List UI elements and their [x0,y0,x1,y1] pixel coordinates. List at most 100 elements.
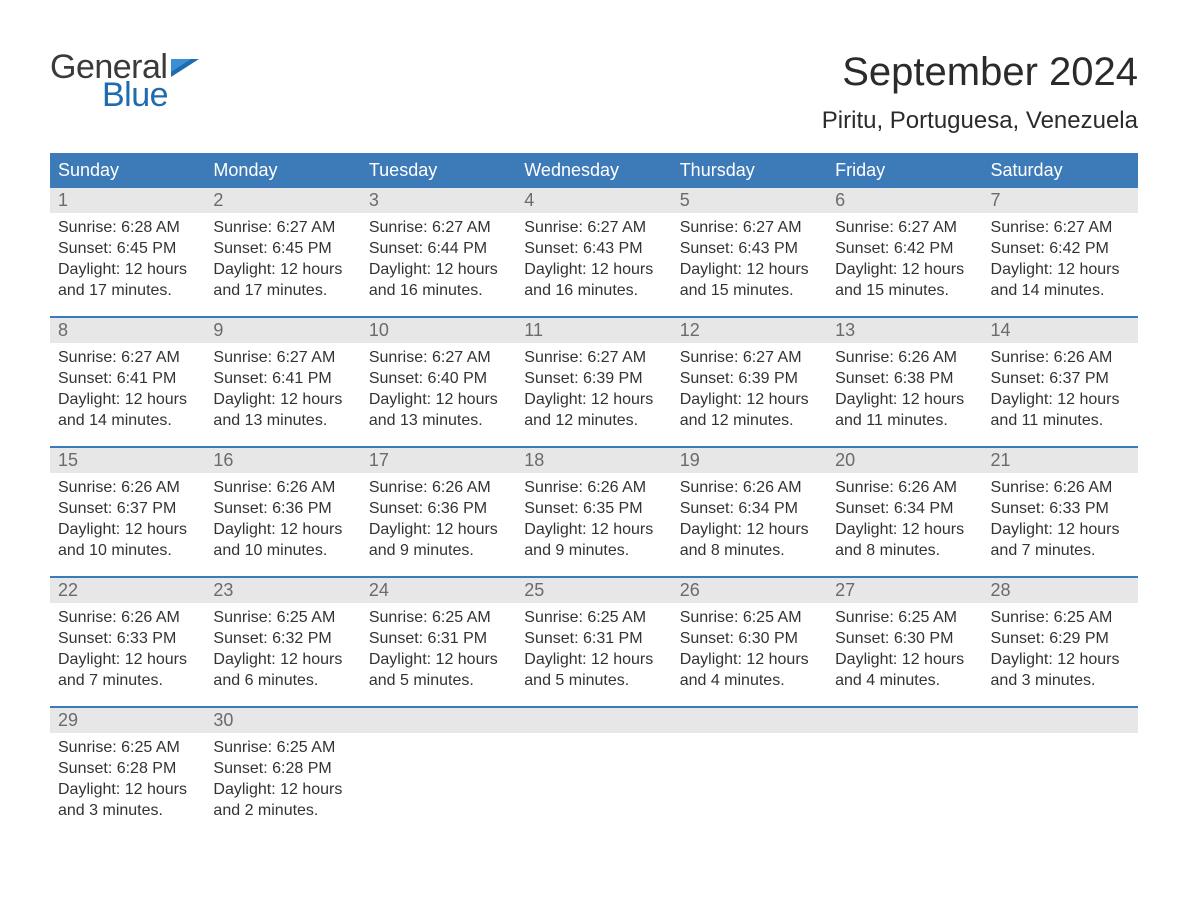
day-number: 2 [205,188,360,213]
sunset-text: Sunset: 6:36 PM [213,498,352,519]
daylight-text-2: and 5 minutes. [524,670,663,691]
day-body: Sunrise: 6:26 AMSunset: 6:37 PMDaylight:… [983,343,1138,433]
day-body: Sunrise: 6:26 AMSunset: 6:36 PMDaylight:… [361,473,516,563]
day-number: 1 [50,188,205,213]
week-row: 29Sunrise: 6:25 AMSunset: 6:28 PMDayligh… [50,706,1138,836]
sunrise-text: Sunrise: 6:26 AM [524,477,663,498]
day-body: Sunrise: 6:26 AMSunset: 6:34 PMDaylight:… [827,473,982,563]
day-body: Sunrise: 6:27 AMSunset: 6:45 PMDaylight:… [205,213,360,303]
day-body: Sunrise: 6:26 AMSunset: 6:38 PMDaylight:… [827,343,982,433]
day-cell [672,708,827,836]
daylight-text-2: and 3 minutes. [58,800,197,821]
day-body: Sunrise: 6:25 AMSunset: 6:31 PMDaylight:… [361,603,516,693]
day-cell: 14Sunrise: 6:26 AMSunset: 6:37 PMDayligh… [983,318,1138,446]
daylight-text-2: and 14 minutes. [991,280,1130,301]
day-cell: 27Sunrise: 6:25 AMSunset: 6:30 PMDayligh… [827,578,982,706]
sunset-text: Sunset: 6:28 PM [58,758,197,779]
day-cell: 23Sunrise: 6:25 AMSunset: 6:32 PMDayligh… [205,578,360,706]
daylight-text-1: Daylight: 12 hours [369,649,508,670]
daylight-text-1: Daylight: 12 hours [680,259,819,280]
weekday-header: Saturday [983,153,1138,188]
day-cell: 24Sunrise: 6:25 AMSunset: 6:31 PMDayligh… [361,578,516,706]
sunrise-text: Sunrise: 6:26 AM [835,347,974,368]
day-number: 7 [983,188,1138,213]
daylight-text-1: Daylight: 12 hours [991,259,1130,280]
day-cell: 25Sunrise: 6:25 AMSunset: 6:31 PMDayligh… [516,578,671,706]
daylight-text-2: and 13 minutes. [213,410,352,431]
day-cell: 5Sunrise: 6:27 AMSunset: 6:43 PMDaylight… [672,188,827,316]
daylight-text-1: Daylight: 12 hours [835,519,974,540]
day-body: Sunrise: 6:27 AMSunset: 6:40 PMDaylight:… [361,343,516,433]
day-body: Sunrise: 6:28 AMSunset: 6:45 PMDaylight:… [50,213,205,303]
daylight-text-1: Daylight: 12 hours [58,779,197,800]
day-number: 12 [672,318,827,343]
daylight-text-1: Daylight: 12 hours [680,649,819,670]
sunrise-text: Sunrise: 6:27 AM [524,347,663,368]
day-cell: 26Sunrise: 6:25 AMSunset: 6:30 PMDayligh… [672,578,827,706]
day-body: Sunrise: 6:25 AMSunset: 6:30 PMDaylight:… [672,603,827,693]
daylight-text-1: Daylight: 12 hours [58,389,197,410]
daylight-text-2: and 16 minutes. [369,280,508,301]
weekday-header: Monday [205,153,360,188]
day-cell: 4Sunrise: 6:27 AMSunset: 6:43 PMDaylight… [516,188,671,316]
sunset-text: Sunset: 6:45 PM [213,238,352,259]
day-number: 10 [361,318,516,343]
daylight-text-2: and 10 minutes. [58,540,197,561]
day-cell: 10Sunrise: 6:27 AMSunset: 6:40 PMDayligh… [361,318,516,446]
day-cell: 17Sunrise: 6:26 AMSunset: 6:36 PMDayligh… [361,448,516,576]
daylight-text-2: and 2 minutes. [213,800,352,821]
daylight-text-1: Daylight: 12 hours [213,389,352,410]
day-cell: 1Sunrise: 6:28 AMSunset: 6:45 PMDaylight… [50,188,205,316]
sunrise-text: Sunrise: 6:27 AM [58,347,197,368]
day-body: Sunrise: 6:25 AMSunset: 6:28 PMDaylight:… [205,733,360,823]
daylight-text-2: and 4 minutes. [680,670,819,691]
daylight-text-1: Daylight: 12 hours [58,259,197,280]
day-number: 30 [205,708,360,733]
sunrise-text: Sunrise: 6:27 AM [524,217,663,238]
daylight-text-1: Daylight: 12 hours [58,519,197,540]
sunrise-text: Sunrise: 6:25 AM [213,607,352,628]
sunset-text: Sunset: 6:37 PM [991,368,1130,389]
sunrise-text: Sunrise: 6:26 AM [58,607,197,628]
sunset-text: Sunset: 6:34 PM [680,498,819,519]
day-cell: 19Sunrise: 6:26 AMSunset: 6:34 PMDayligh… [672,448,827,576]
sunrise-text: Sunrise: 6:26 AM [58,477,197,498]
daylight-text-1: Daylight: 12 hours [524,519,663,540]
day-number: 25 [516,578,671,603]
daylight-text-2: and 9 minutes. [369,540,508,561]
daylight-text-2: and 7 minutes. [991,540,1130,561]
daylight-text-2: and 15 minutes. [835,280,974,301]
daylight-text-1: Daylight: 12 hours [835,259,974,280]
sunset-text: Sunset: 6:43 PM [524,238,663,259]
sunrise-text: Sunrise: 6:27 AM [835,217,974,238]
day-number: 23 [205,578,360,603]
day-cell: 7Sunrise: 6:27 AMSunset: 6:42 PMDaylight… [983,188,1138,316]
daylight-text-2: and 11 minutes. [835,410,974,431]
sunset-text: Sunset: 6:34 PM [835,498,974,519]
day-cell: 15Sunrise: 6:26 AMSunset: 6:37 PMDayligh… [50,448,205,576]
week-row: 22Sunrise: 6:26 AMSunset: 6:33 PMDayligh… [50,576,1138,706]
daylight-text-1: Daylight: 12 hours [524,649,663,670]
day-body: Sunrise: 6:25 AMSunset: 6:30 PMDaylight:… [827,603,982,693]
daylight-text-2: and 4 minutes. [835,670,974,691]
day-number [516,708,671,733]
sunset-text: Sunset: 6:33 PM [991,498,1130,519]
sunrise-text: Sunrise: 6:25 AM [524,607,663,628]
day-number: 11 [516,318,671,343]
weekday-header: Sunday [50,153,205,188]
day-cell [827,708,982,836]
sunset-text: Sunset: 6:39 PM [524,368,663,389]
page-header: General Blue September 2024 Piritu, Port… [50,50,1138,135]
day-body: Sunrise: 6:26 AMSunset: 6:37 PMDaylight:… [50,473,205,563]
calendar: Sunday Monday Tuesday Wednesday Thursday… [50,153,1138,836]
daylight-text-2: and 9 minutes. [524,540,663,561]
weekday-header: Thursday [672,153,827,188]
day-body: Sunrise: 6:25 AMSunset: 6:32 PMDaylight:… [205,603,360,693]
day-body: Sunrise: 6:26 AMSunset: 6:35 PMDaylight:… [516,473,671,563]
daylight-text-2: and 10 minutes. [213,540,352,561]
day-body: Sunrise: 6:26 AMSunset: 6:34 PMDaylight:… [672,473,827,563]
sunset-text: Sunset: 6:31 PM [369,628,508,649]
daylight-text-1: Daylight: 12 hours [213,519,352,540]
day-cell: 8Sunrise: 6:27 AMSunset: 6:41 PMDaylight… [50,318,205,446]
sunrise-text: Sunrise: 6:26 AM [991,347,1130,368]
